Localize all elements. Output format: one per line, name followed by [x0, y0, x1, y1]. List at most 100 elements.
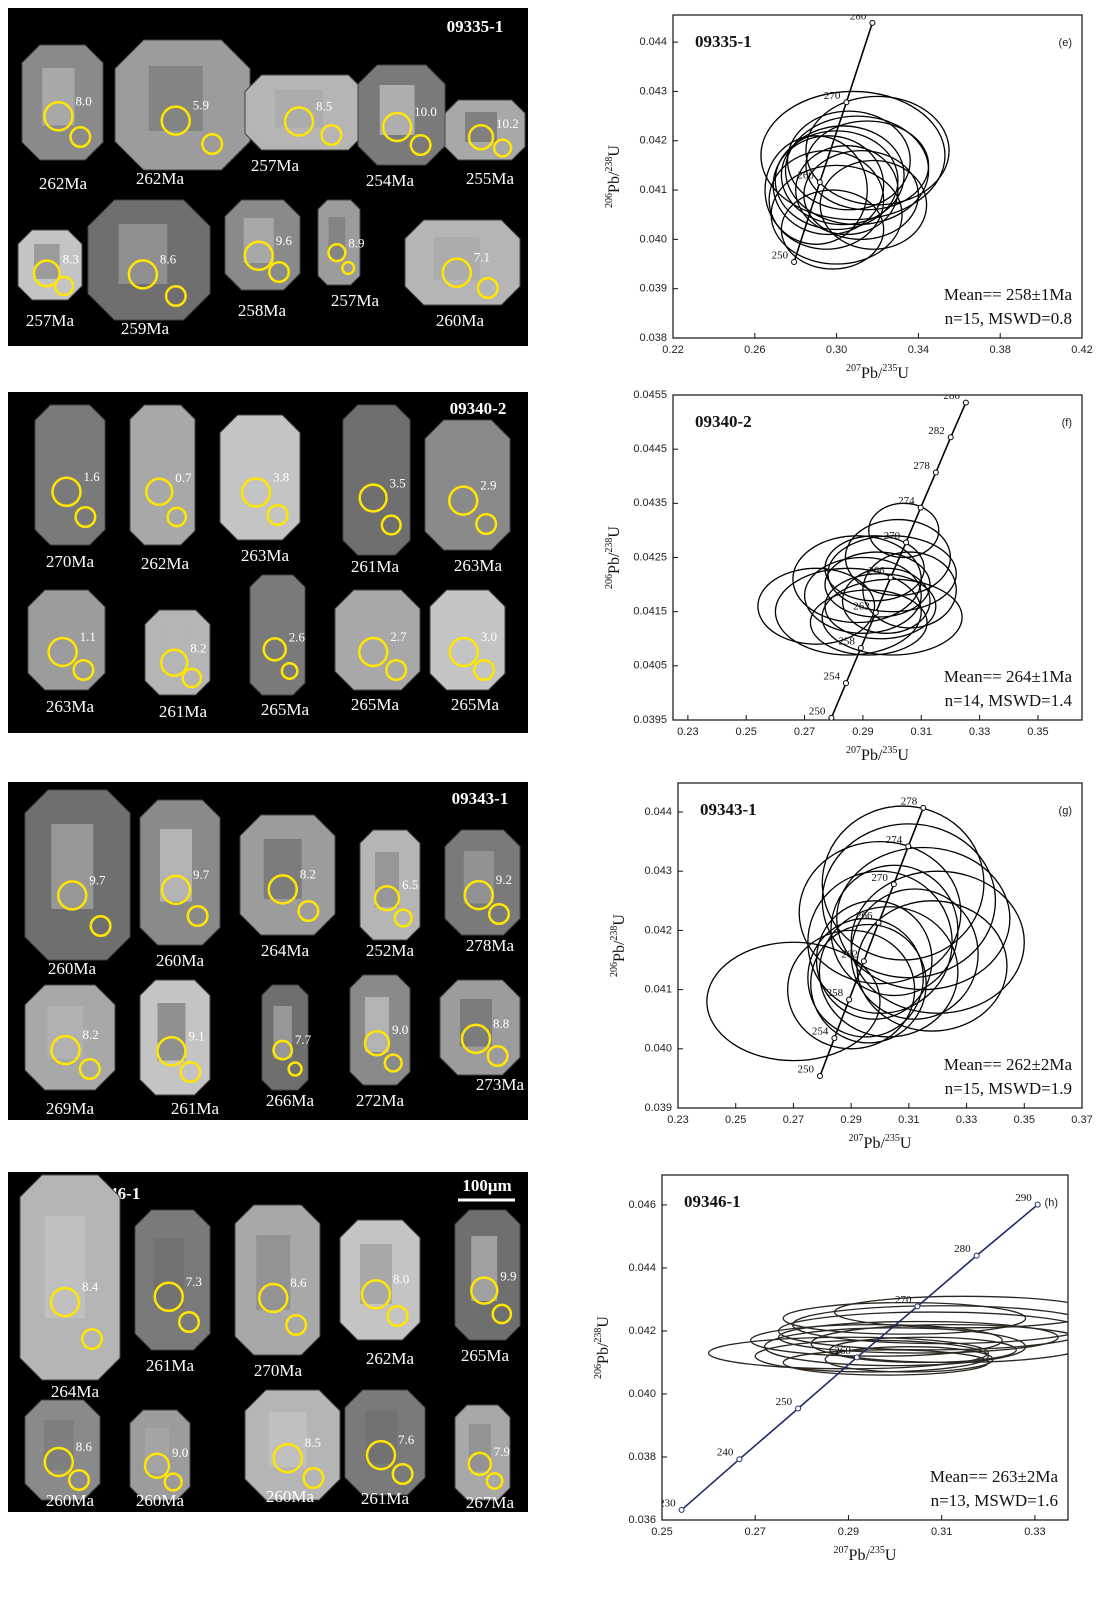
grain-zone — [264, 599, 286, 659]
y-tick-label: 0.0405 — [633, 660, 667, 672]
spot-label: 9.0 — [392, 1022, 408, 1037]
age-point — [737, 1457, 742, 1462]
spot-label: 7.7 — [295, 1032, 312, 1047]
sample-label: 09340-2 — [450, 399, 507, 418]
spot-label: 10.2 — [496, 116, 519, 131]
grain-zone — [47, 610, 78, 660]
grain-zone — [365, 997, 389, 1052]
age-label: 260Ma — [136, 1491, 185, 1510]
spot-label: 9.6 — [276, 233, 293, 248]
y-tick-label: 0.0445 — [633, 443, 667, 455]
age-label: 255Ma — [466, 169, 515, 188]
age-tick-label: 266 — [868, 565, 885, 577]
axis-label-part: U — [897, 747, 909, 764]
grain-zone — [471, 1236, 497, 1301]
y-tick-label: 0.044 — [644, 806, 672, 818]
age-point — [854, 1355, 859, 1360]
axis-label-part: U — [611, 914, 628, 926]
age-point — [904, 540, 909, 545]
spot-label: 7.9 — [494, 1444, 510, 1459]
age-tick-label: 280 — [850, 10, 867, 22]
spot-label: 3.8 — [273, 469, 289, 484]
axis-label-part: Pb/ — [606, 552, 623, 574]
spot-label: 2.9 — [480, 478, 496, 493]
age-tick-label: 262 — [841, 949, 858, 961]
age-label: 264Ma — [51, 1382, 100, 1401]
annotation: Mean== 258±1Ma — [944, 285, 1073, 304]
age-label: 261Ma — [146, 1356, 195, 1375]
axis-label-part: U — [885, 1547, 897, 1564]
age-label: 278Ma — [466, 936, 515, 955]
axis-label-part: 238 — [604, 157, 615, 172]
spot-label: 2.6 — [289, 629, 306, 644]
grain-zone — [460, 999, 492, 1047]
annotation: Mean== 263±2Ma — [930, 1467, 1059, 1486]
age-point — [817, 180, 822, 185]
age-tick-label: 266 — [856, 910, 873, 922]
annotation: Mean== 262±2Ma — [944, 1055, 1073, 1074]
age-point — [873, 610, 878, 615]
spot-label: 1.6 — [84, 469, 101, 484]
age-tick-label: 260 — [834, 1345, 851, 1357]
age-label: 270Ma — [46, 552, 95, 571]
spot-label: 3.0 — [481, 629, 497, 644]
y-tick-label: 0.036 — [628, 1514, 656, 1526]
grain-zone — [145, 1428, 169, 1473]
y-tick-label: 0.044 — [639, 36, 667, 48]
grain-zone — [449, 610, 479, 660]
y-tick-label: 0.039 — [639, 283, 667, 295]
age-label: 261Ma — [171, 1099, 220, 1118]
spot-label: 9.7 — [89, 872, 106, 887]
panel-label: (h) — [1045, 1197, 1058, 1209]
grain-zone — [53, 433, 81, 503]
y-tick-label: 0.040 — [644, 1043, 672, 1055]
sample-label: 09335-1 — [447, 17, 504, 36]
age-tick-label: 270 — [884, 530, 901, 542]
age-tick-label: 250 — [797, 1064, 814, 1076]
age-label: 254Ma — [366, 171, 415, 190]
age-label: 261Ma — [351, 557, 400, 576]
grain-zone — [274, 1006, 292, 1059]
x-tick-label: 0.42 — [1071, 344, 1092, 356]
y-tick-label: 0.038 — [639, 332, 667, 344]
age-tick-label: 240 — [717, 1447, 734, 1459]
x-tick-label: 0.25 — [736, 726, 757, 738]
age-label: 261Ma — [361, 1489, 410, 1508]
sample-label: 09343-1 — [452, 789, 509, 808]
age-label: 265Ma — [261, 700, 310, 719]
spot-label: 0.7 — [175, 470, 192, 485]
age-point — [847, 997, 852, 1002]
grain-zone — [240, 440, 272, 503]
annotation: n=15, MSWD=1.9 — [945, 1079, 1072, 1098]
axis-label: 207Pb/235U — [846, 745, 909, 764]
panel-label: (e) — [1059, 37, 1072, 49]
x-tick-label: 0.26 — [744, 344, 765, 356]
age-tick-label: 260 — [797, 170, 814, 182]
axis-label-part: Pb/ — [606, 171, 623, 193]
axis-label-part: U — [900, 1135, 912, 1152]
y-tick-label: 0.043 — [644, 865, 672, 877]
age-label: 260Ma — [266, 1487, 315, 1506]
annotation: Mean== 264±1Ma — [944, 667, 1073, 686]
grain-zone — [375, 852, 399, 907]
y-tick-label: 0.039 — [644, 1102, 672, 1114]
axis-label-part: Pb/ — [864, 1135, 886, 1152]
axis-label: 206Pb/238U — [609, 914, 628, 977]
x-tick-label: 0.33 — [1024, 1526, 1045, 1538]
grain-zone — [256, 1235, 290, 1310]
axis-label-part: U — [606, 145, 623, 157]
age-label: 262Ma — [141, 554, 190, 573]
age-label: 263Ma — [46, 697, 95, 716]
x-tick-label: 0.31 — [931, 1526, 952, 1538]
spot-label: 1.1 — [80, 629, 96, 644]
age-tick-label: 280 — [954, 1243, 971, 1255]
spot-label: 8.9 — [348, 235, 364, 250]
age-label: 273Ma — [476, 1075, 525, 1094]
grain-zone — [360, 435, 387, 510]
axis-label-part: 207 — [834, 1545, 849, 1556]
age-tick-label: 250 — [809, 705, 826, 717]
x-tick-label: 0.31 — [898, 1114, 919, 1126]
spot-label: 3.5 — [390, 476, 406, 491]
age-tick-label: 262 — [853, 600, 870, 612]
grain-zone — [360, 1244, 392, 1304]
